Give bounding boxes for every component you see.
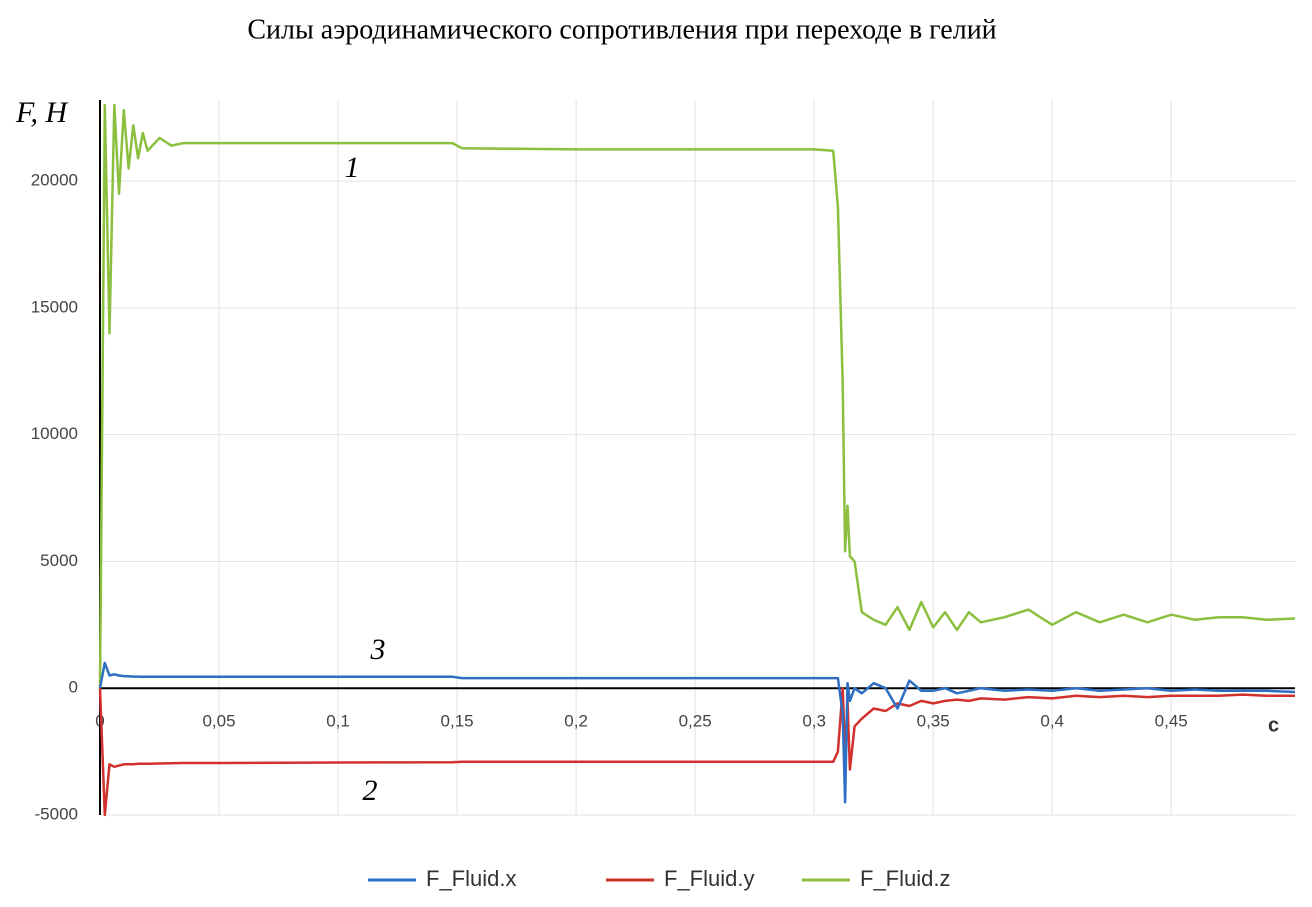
annotation: 1 <box>345 151 360 184</box>
y-axis-label: F, H <box>15 96 69 129</box>
y-tick-label: 20000 <box>31 171 78 190</box>
x-tick-label: 0,35 <box>917 711 950 730</box>
y-tick-label: 0 <box>69 678 78 697</box>
x-tick-label: 0,4 <box>1040 711 1064 730</box>
annotation: 2 <box>363 774 378 807</box>
x-tick-label: 0,25 <box>679 711 712 730</box>
x-axis-label: с <box>1268 714 1279 736</box>
y-tick-label: 5000 <box>40 551 78 570</box>
x-tick-label: 0,2 <box>564 711 588 730</box>
legend-label: F_Fluid.x <box>426 866 516 891</box>
y-tick-label: -5000 <box>35 804 78 823</box>
series-line <box>98 103 1296 689</box>
legend-label: F_Fluid.y <box>664 866 754 891</box>
x-tick-label: 0,15 <box>441 711 474 730</box>
y-tick-label: 15000 <box>31 297 78 316</box>
chart-title: Силы аэродинамического сопротивления при… <box>247 14 996 45</box>
series-line <box>98 686 1295 817</box>
annotation: 3 <box>370 633 386 666</box>
x-tick-label: 0,45 <box>1155 711 1188 730</box>
y-tick-label: 10000 <box>31 424 78 443</box>
x-tick-label: 0,3 <box>802 711 826 730</box>
series-line <box>98 661 1296 804</box>
legend-label: F_Fluid.z <box>860 866 950 891</box>
x-tick-label: 0,1 <box>326 711 350 730</box>
x-tick-label: 0,05 <box>202 711 235 730</box>
